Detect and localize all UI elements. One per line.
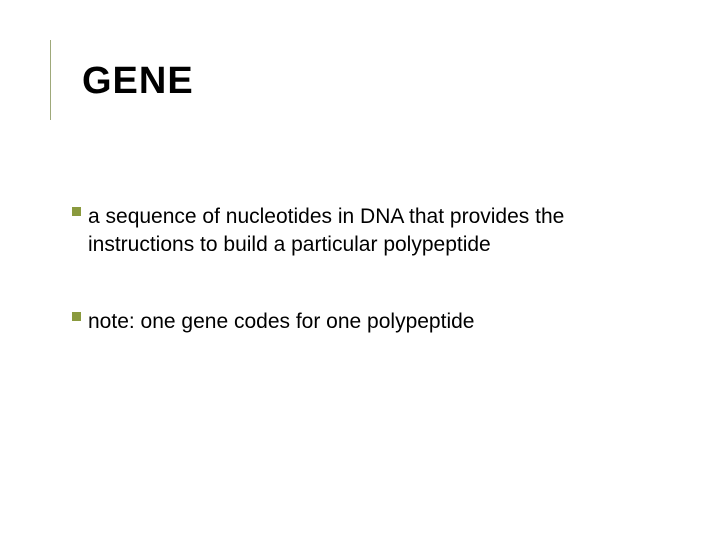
bullet-text: note: one gene codes for one polypeptide bbox=[88, 310, 474, 333]
slide-title: GENE bbox=[82, 60, 648, 103]
bullet-list: a sequence of nucleotides in DNA that pr… bbox=[72, 203, 648, 336]
bullet-square-icon bbox=[72, 312, 81, 321]
bullet-square-icon bbox=[72, 207, 81, 216]
list-item: a sequence of nucleotides in DNA that pr… bbox=[72, 203, 648, 260]
bullet-text: a sequence of nucleotides in DNA that pr… bbox=[88, 205, 564, 256]
title-block: GENE bbox=[72, 60, 648, 103]
slide: GENE a sequence of nucleotides in DNA th… bbox=[0, 0, 720, 540]
title-vertical-rule bbox=[50, 40, 51, 120]
list-item: note: one gene codes for one polypeptide bbox=[72, 308, 648, 336]
